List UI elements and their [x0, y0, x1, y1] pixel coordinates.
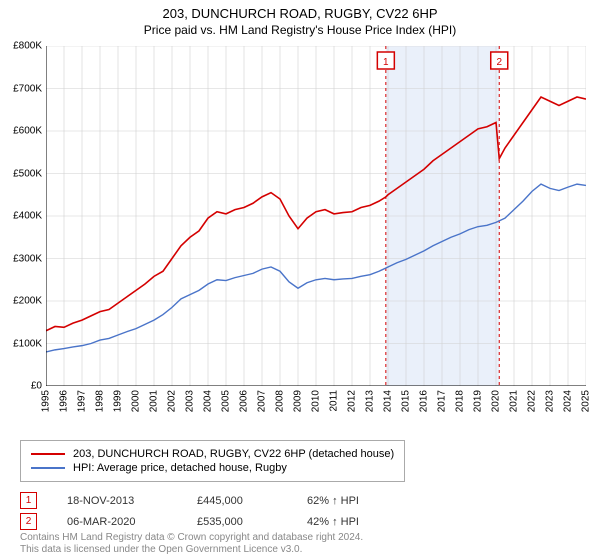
- x-tick-label: 2002: [167, 390, 178, 412]
- svg-text:1: 1: [383, 57, 389, 68]
- x-tick-label: 2005: [221, 390, 232, 412]
- x-tick-label: 2007: [257, 390, 268, 412]
- chart-container: 203, DUNCHURCH ROAD, RUGBY, CV22 6HP Pri…: [0, 0, 600, 560]
- x-tick-label: 2014: [383, 390, 394, 412]
- y-tick-label: £500K: [13, 168, 42, 179]
- legend-label: HPI: Average price, detached house, Rugb…: [73, 462, 287, 474]
- x-tick-label: 1995: [41, 390, 52, 412]
- transaction-price: £535,000: [197, 516, 277, 528]
- x-tick-label: 2015: [401, 390, 412, 412]
- transaction-marker-badge: 1: [20, 492, 37, 509]
- legend-swatch: [31, 467, 65, 469]
- y-tick-label: £100K: [13, 338, 42, 349]
- x-tick-label: 2013: [365, 390, 376, 412]
- svg-text:2: 2: [496, 57, 502, 68]
- y-tick-label: £300K: [13, 253, 42, 264]
- transaction-pct: 62% ↑ HPI: [307, 495, 359, 507]
- legend-item: 203, DUNCHURCH ROAD, RUGBY, CV22 6HP (de…: [31, 447, 394, 461]
- x-tick-label: 2008: [275, 390, 286, 412]
- footer-line-2: This data is licensed under the Open Gov…: [20, 544, 363, 556]
- x-tick-label: 2012: [347, 390, 358, 412]
- x-tick-label: 1997: [77, 390, 88, 412]
- legend-item: HPI: Average price, detached house, Rugb…: [31, 461, 394, 475]
- x-tick-label: 1998: [95, 390, 106, 412]
- x-tick-label: 2010: [311, 390, 322, 412]
- transaction-price: £445,000: [197, 495, 277, 507]
- x-tick-label: 2006: [239, 390, 250, 412]
- x-tick-label: 2019: [473, 390, 484, 412]
- legend-label: 203, DUNCHURCH ROAD, RUGBY, CV22 6HP (de…: [73, 448, 394, 460]
- footer-attribution: Contains HM Land Registry data © Crown c…: [20, 532, 363, 556]
- x-tick-label: 2020: [491, 390, 502, 412]
- transaction-date: 06-MAR-2020: [67, 516, 167, 528]
- footer-line-1: Contains HM Land Registry data © Crown c…: [20, 532, 363, 544]
- x-tick-label: 2018: [455, 390, 466, 412]
- transaction-row: 1 18-NOV-2013 £445,000 62% ↑ HPI: [20, 490, 359, 511]
- x-tick-label: 2004: [203, 390, 214, 412]
- x-tick-label: 2025: [581, 390, 592, 412]
- chart-subtitle: Price paid vs. HM Land Registry's House …: [0, 21, 600, 37]
- x-tick-label: 2009: [293, 390, 304, 412]
- x-tick-label: 2001: [149, 390, 160, 412]
- x-tick-label: 1996: [59, 390, 70, 412]
- y-tick-label: £800K: [13, 41, 42, 52]
- x-tick-label: 2023: [545, 390, 556, 412]
- x-tick-label: 2021: [509, 390, 520, 412]
- y-tick-label: £400K: [13, 211, 42, 222]
- y-tick-label: £600K: [13, 126, 42, 137]
- x-tick-label: 2000: [131, 390, 142, 412]
- x-tick-label: 2016: [419, 390, 430, 412]
- transaction-pct: 42% ↑ HPI: [307, 516, 359, 528]
- x-tick-label: 1999: [113, 390, 124, 412]
- x-tick-label: 2003: [185, 390, 196, 412]
- x-tick-label: 2017: [437, 390, 448, 412]
- x-tick-label: 2011: [329, 390, 340, 412]
- legend-swatch: [31, 453, 65, 455]
- transaction-date: 18-NOV-2013: [67, 495, 167, 507]
- x-tick-label: 2022: [527, 390, 538, 412]
- y-tick-label: £700K: [13, 83, 42, 94]
- transaction-row: 2 06-MAR-2020 £535,000 42% ↑ HPI: [20, 511, 359, 532]
- transaction-table: 1 18-NOV-2013 £445,000 62% ↑ HPI 2 06-MAR-202…: [20, 490, 359, 532]
- y-tick-label: £200K: [13, 296, 42, 307]
- transaction-marker-badge: 2: [20, 513, 37, 530]
- legend: 203, DUNCHURCH ROAD, RUGBY, CV22 6HP (de…: [20, 440, 405, 482]
- x-tick-label: 2024: [563, 390, 574, 412]
- price-chart: 12: [46, 46, 586, 386]
- chart-title: 203, DUNCHURCH ROAD, RUGBY, CV22 6HP: [0, 0, 600, 21]
